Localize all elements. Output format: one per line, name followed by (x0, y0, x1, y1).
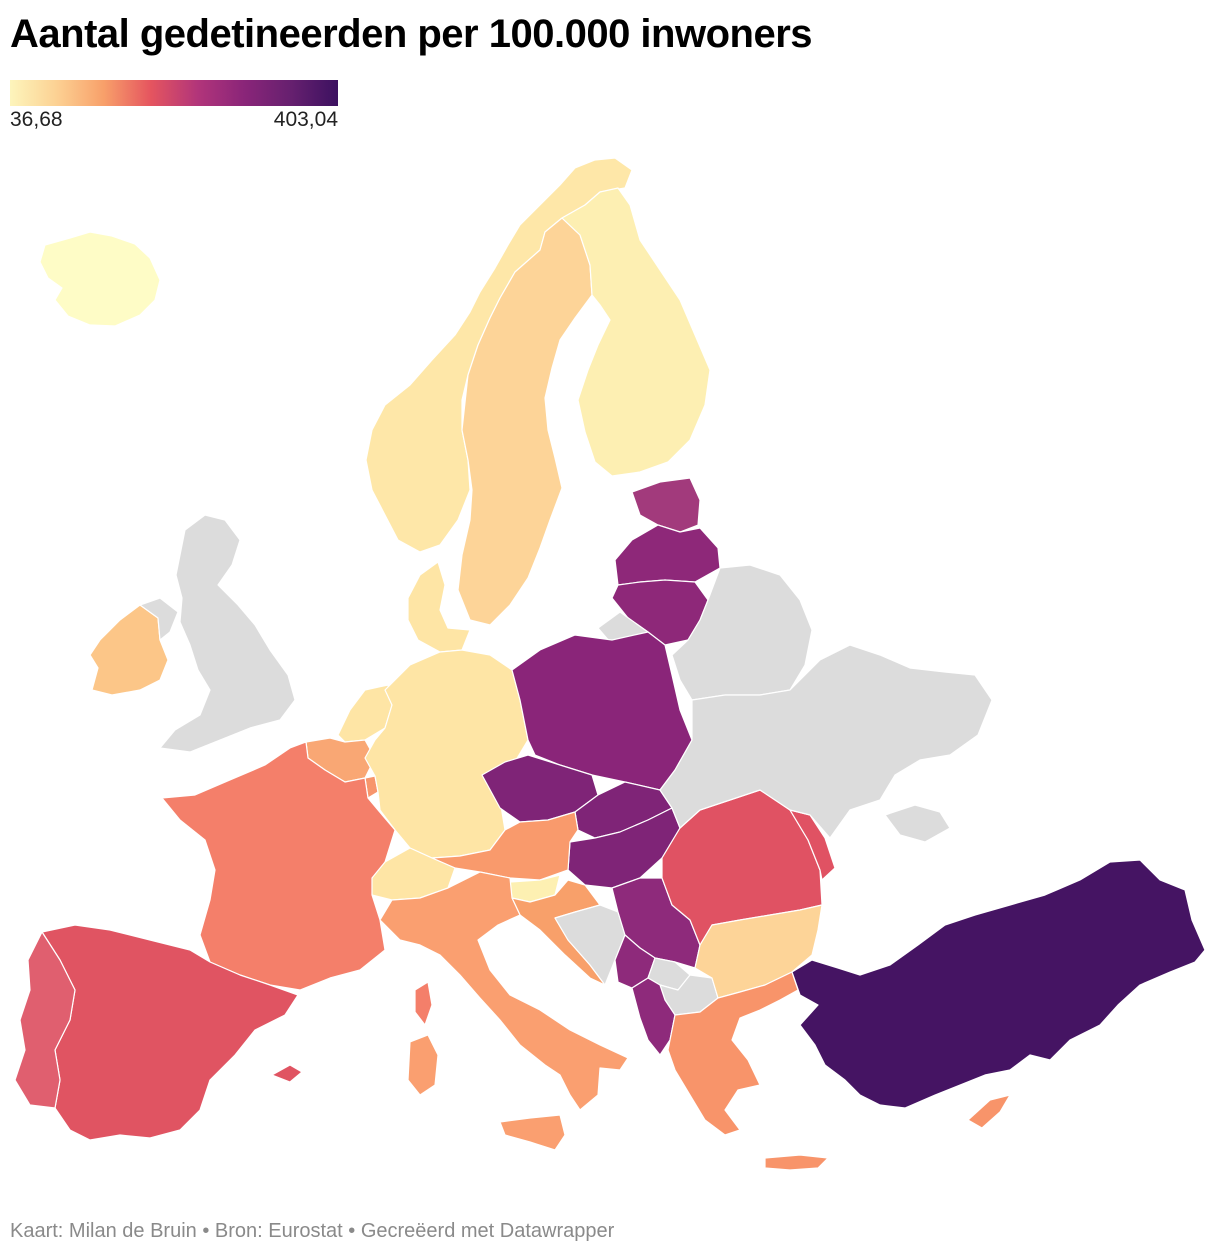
turkey[interactable] (791, 859, 1206, 1109)
ukraine[interactable] (659, 644, 993, 839)
finland[interactable] (561, 187, 711, 477)
france[interactable] (161, 741, 396, 991)
belarus[interactable] (671, 564, 813, 701)
cyprus[interactable] (967, 1094, 1011, 1129)
legend-max-label: 403,04 (273, 108, 338, 131)
sweden[interactable] (457, 217, 593, 626)
portugal[interactable] (14, 931, 76, 1109)
italy[interactable] (379, 871, 629, 1111)
estonia[interactable] (631, 477, 701, 533)
crimea[interactable] (884, 804, 951, 843)
legend-labels: 36,68 403,04 (10, 108, 338, 132)
page-title: Aantal gedetineerden per 100.000 inwoner… (10, 12, 813, 56)
legend-min-label: 36,68 (10, 108, 63, 131)
latvia[interactable] (614, 524, 721, 586)
moldova[interactable] (789, 809, 836, 881)
europe-map (14, 157, 1206, 1171)
northern-ireland[interactable] (139, 597, 179, 641)
switzerland[interactable] (367, 847, 456, 901)
sardinia[interactable] (407, 1034, 439, 1096)
greece[interactable] (667, 971, 799, 1136)
ireland[interactable] (89, 604, 169, 696)
balearic-islands[interactable] (271, 1064, 303, 1083)
color-legend: 36,68 403,04 (10, 80, 338, 132)
denmark[interactable] (407, 561, 471, 653)
legend-gradient-bar (10, 80, 338, 106)
united-kingdom[interactable] (159, 514, 296, 753)
crete[interactable] (764, 1154, 829, 1171)
bulgaria[interactable] (694, 904, 823, 999)
source-credit: Kaart: Milan de Bruin • Bron: Eurostat •… (10, 1220, 615, 1242)
iceland[interactable] (39, 231, 161, 327)
sicily[interactable] (499, 1114, 566, 1151)
corsica[interactable] (414, 981, 433, 1026)
